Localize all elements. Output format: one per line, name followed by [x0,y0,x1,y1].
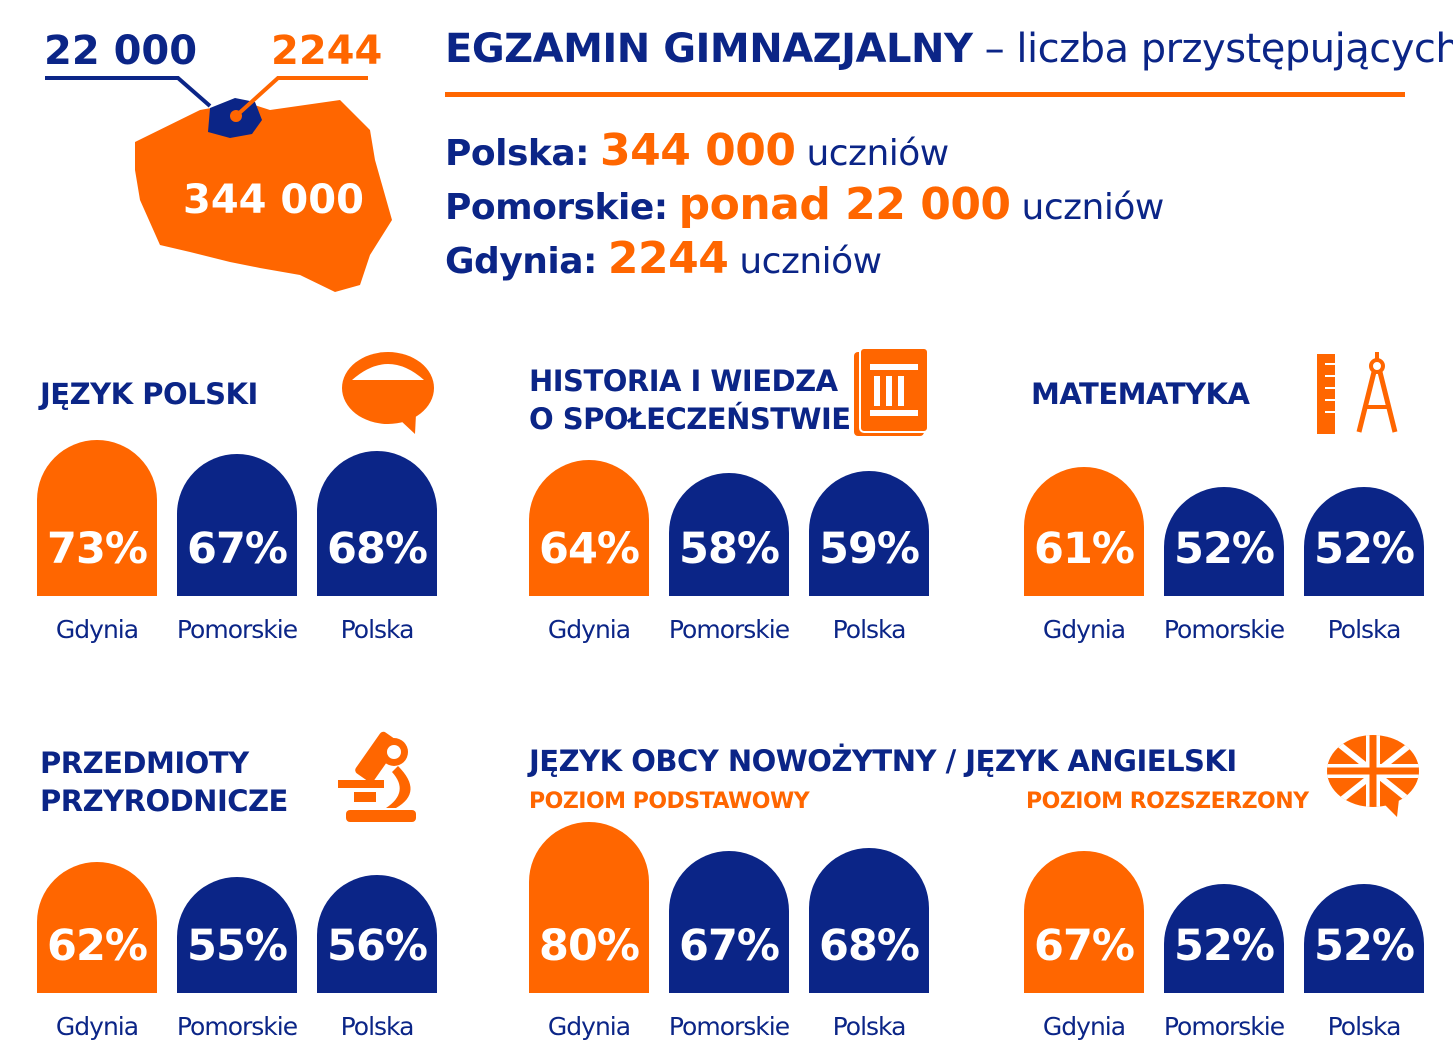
section-title-line: JĘZYK OBCY NOWOŻYTNY / JĘZYK ANGIELSKI [529,744,1237,778]
result-value: 52% [1314,524,1415,574]
section-title-line: O SPOŁECZEŃSTWIE [529,402,851,436]
stat-label: Gdynia: [445,241,597,282]
stat-line: Polska: 344 000 uczniów [445,125,949,176]
result-value: 68% [327,524,428,574]
result-bar-pomorskie: 67% [177,454,297,596]
section-title-line: PRZEDMIOTY [40,746,249,780]
stat-value: 2244 [607,233,729,284]
result-bar-polska: 68% [809,848,929,993]
stat-unit: uczniów [739,241,882,282]
pomorskie-leader-line [45,76,212,108]
speech-bubble-icon [340,350,440,444]
region-label: Polska [340,1012,415,1041]
region-label: Polska [1327,615,1402,644]
result-value: 52% [1174,524,1275,574]
region-label: Gdynia [55,615,139,644]
section-title: JĘZYK POLSKI [40,375,258,413]
region-label: Gdynia [55,1012,139,1041]
stat-line: Pomorskie: ponad 22 000 uczniów [445,179,1164,230]
region-label: Gdynia [547,1012,631,1041]
gdynia-count: 2244 [271,28,383,74]
result-bar-gdynia: 80% [529,822,649,993]
section-title-line: MATEMATYKA [1031,377,1250,411]
region-label: Pomorskie [668,615,790,644]
result-value: 55% [187,921,288,971]
result-bar-pomorskie: 52% [1164,487,1284,596]
region-label: Gdynia [547,615,631,644]
region-label: Pomorskie [1163,1012,1285,1041]
result-bar-pomorskie: 58% [669,473,789,596]
region-label: Polska [340,615,415,644]
region-label: Pomorskie [668,1012,790,1041]
result-bar-polska: 52% [1304,487,1424,596]
region-label: Pomorskie [1163,615,1285,644]
result-bar-gdynia: 64% [529,460,649,596]
region-label: Pomorskie [176,1012,298,1041]
result-value: 62% [47,921,148,971]
book-column-icon [852,347,932,444]
result-value: 64% [539,524,640,574]
section-title-line: HISTORIA I WIEDZA [529,364,838,398]
gdynia-leader-line [234,76,368,118]
poland-map [45,76,392,292]
result-value: 52% [1314,921,1415,971]
result-value: 67% [679,921,780,971]
result-value: 80% [539,921,640,971]
stat-unit: uczniów [1021,187,1165,228]
section-title: JĘZYK OBCY NOWOŻYTNY / JĘZYK ANGIELSKI [529,742,1237,780]
result-value: 56% [327,921,428,971]
result-bar-polska: 68% [317,451,437,596]
result-value: 68% [819,921,920,971]
section-title: PRZEDMIOTY PRZYRODNICZE [40,744,288,820]
region-label: Polska [832,1012,907,1041]
result-value: 59% [819,524,920,574]
stat-unit: uczniów [806,133,949,174]
result-bar-pomorskie: 55% [177,877,297,993]
region-label: Polska [1327,1012,1402,1041]
result-bar-gdynia: 67% [1024,851,1144,993]
result-bar-gdynia: 61% [1024,467,1144,596]
result-bar-polska: 52% [1304,884,1424,993]
title-underline [445,92,1405,97]
poland-count: 344 000 [183,177,364,223]
page-title: EGZAMIN GIMNAZJALNY – liczba przystępują… [445,26,1453,72]
result-bar-pomorskie: 67% [669,851,789,993]
result-value: 58% [679,524,780,574]
result-bar-pomorskie: 52% [1164,884,1284,993]
stat-line: Gdynia: 2244 uczniów [445,233,882,284]
ruler-compass-icon [1315,352,1405,440]
uk-flag-bubble-icon [1325,733,1425,823]
stat-label: Polska: [445,133,590,174]
microscope-icon [336,722,426,830]
section-title: MATEMATYKA [1031,375,1250,413]
result-bar-polska: 59% [809,471,929,596]
result-value: 61% [1034,524,1135,574]
stat-value: 344 000 [599,125,796,176]
section-title-line: JĘZYK POLSKI [40,377,258,411]
region-label: Gdynia [1042,1012,1126,1041]
stat-label: Pomorskie: [445,187,668,228]
result-value: 67% [187,524,288,574]
result-bar-polska: 56% [317,875,437,993]
result-value: 52% [1174,921,1275,971]
section-title: HISTORIA I WIEDZA O SPOŁECZEŃSTWIE [529,362,851,438]
result-bar-gdynia: 73% [37,440,157,596]
result-value: 67% [1034,921,1135,971]
pomorskie-count: 22 000 [44,28,198,74]
poland-shape [135,100,392,292]
result-bar-gdynia: 62% [37,862,157,993]
result-value: 73% [47,524,148,574]
section-subtitle: POZIOM PODSTAWOWY [529,789,810,814]
section-subtitle: POZIOM ROZSZERZONY [1026,789,1309,814]
section-title-line: PRZYRODNICZE [40,784,288,818]
region-label: Polska [832,615,907,644]
region-label: Gdynia [1042,615,1126,644]
region-label: Pomorskie [176,615,298,644]
stat-value: ponad 22 000 [678,179,1011,230]
